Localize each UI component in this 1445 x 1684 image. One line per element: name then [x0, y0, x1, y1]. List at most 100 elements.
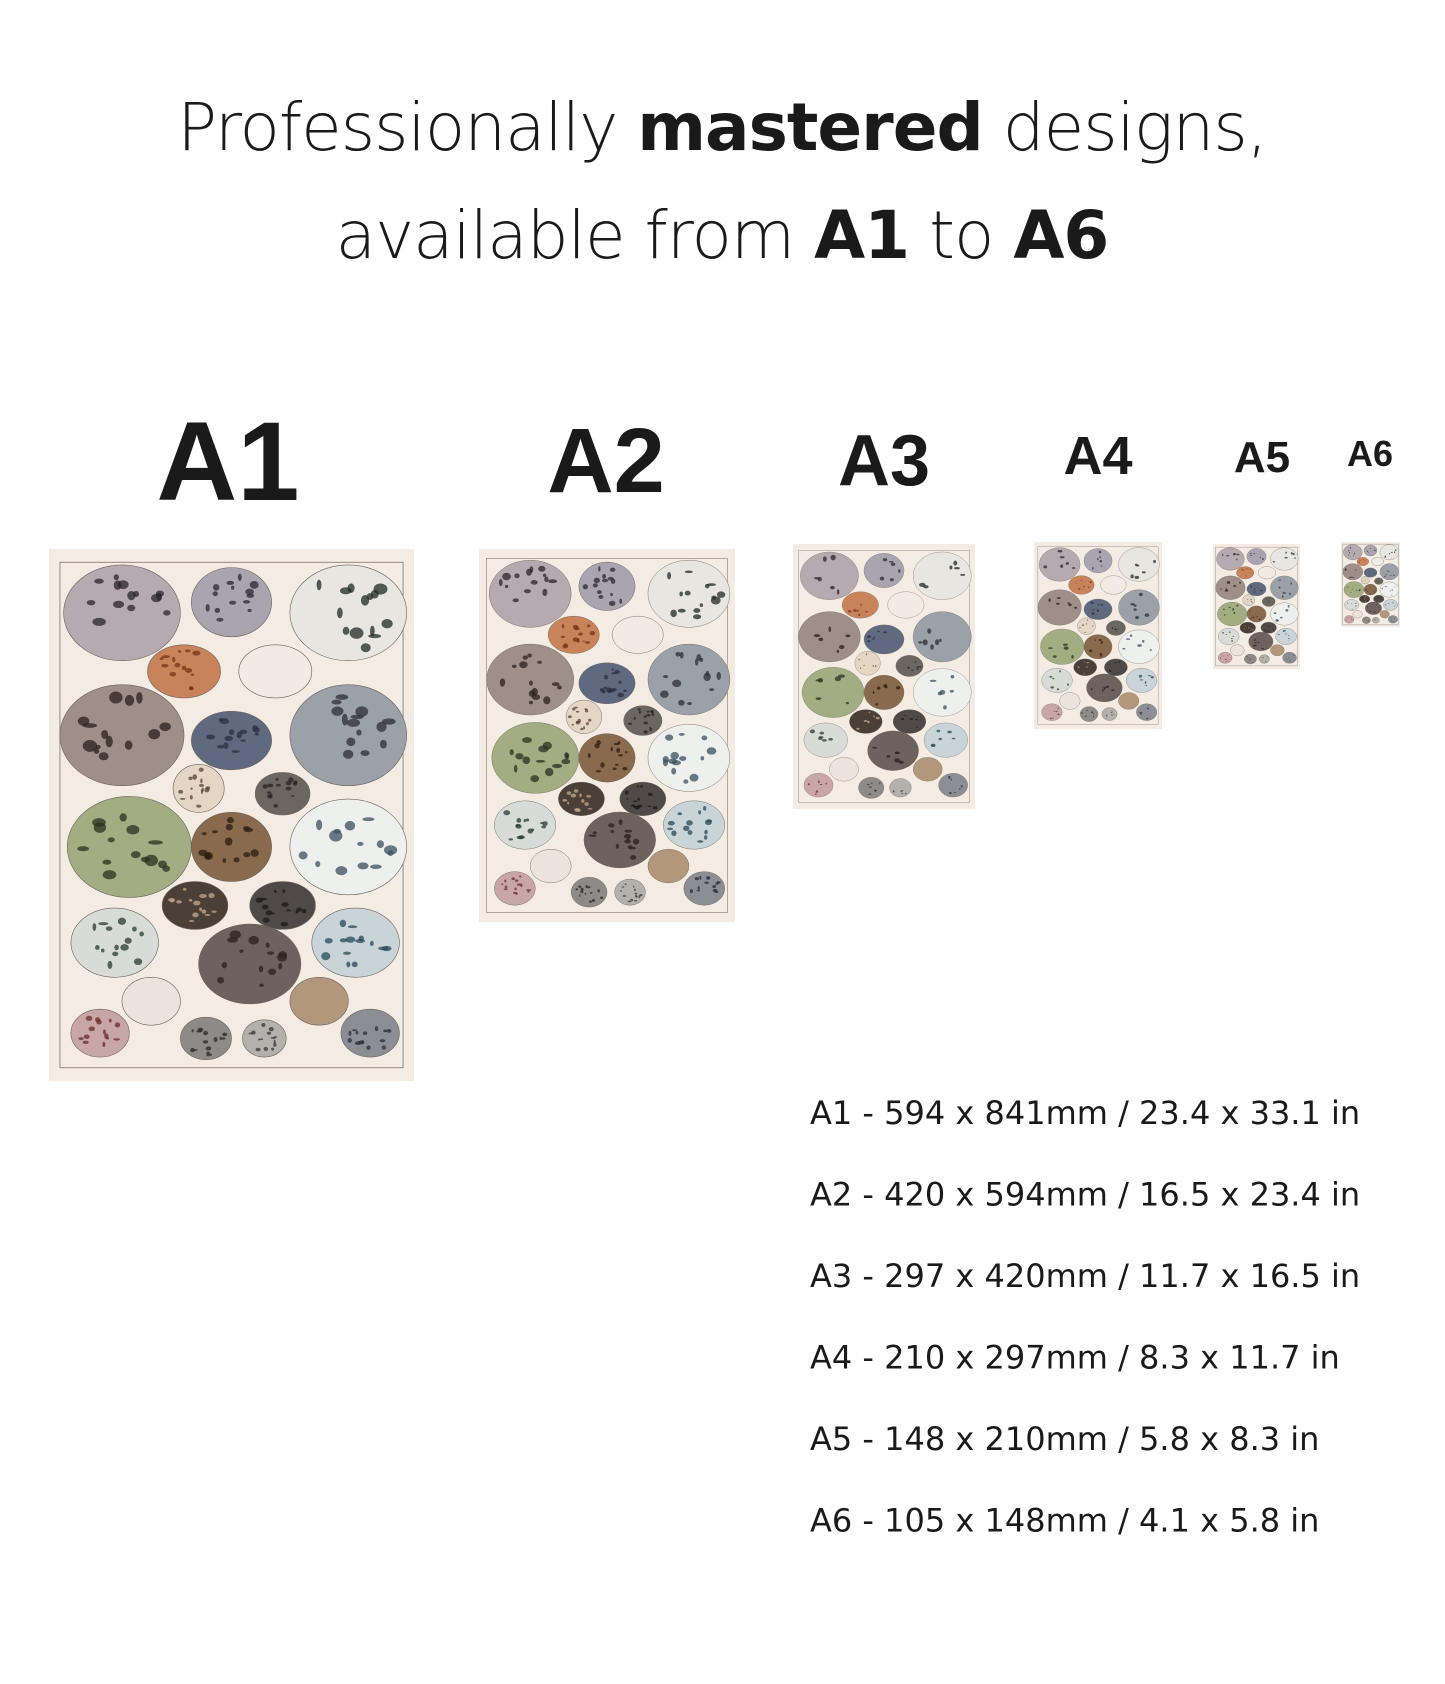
- egg-spot: [1364, 597, 1365, 598]
- egg-spot: [1142, 571, 1146, 573]
- egg-spot: [1106, 715, 1107, 716]
- egg-spot: [1231, 638, 1233, 639]
- egg-spot: [1057, 688, 1059, 690]
- egg-spot: [872, 638, 875, 639]
- egg-spot: [608, 823, 614, 827]
- egg-spot: [918, 666, 921, 667]
- egg-spot: [86, 1016, 93, 1021]
- egg: [1216, 548, 1244, 571]
- egg-spot: [201, 789, 203, 794]
- egg-spot: [93, 923, 97, 931]
- egg-spot: [244, 828, 253, 832]
- egg-spot: [670, 752, 679, 760]
- egg-spot: [1369, 570, 1370, 571]
- egg-spot: [1111, 690, 1114, 692]
- egg-spot: [613, 767, 617, 770]
- egg-spot: [1147, 708, 1149, 710]
- egg-spot: [917, 669, 919, 670]
- egg-spot: [1384, 557, 1386, 558]
- egg-spot: [1267, 631, 1268, 632]
- egg-spot: [877, 631, 880, 632]
- egg-spot: [1250, 586, 1251, 587]
- egg-spot: [1364, 560, 1365, 561]
- egg-spot: [634, 900, 637, 901]
- egg-spot: [1227, 655, 1228, 656]
- egg: [191, 711, 271, 770]
- egg-spot: [1351, 592, 1352, 593]
- egg-spot: [99, 752, 109, 760]
- egg-spot: [189, 899, 193, 902]
- egg-spot: [103, 870, 117, 879]
- egg-spot: [1097, 610, 1099, 612]
- egg-spot: [359, 936, 364, 942]
- egg-spot: [830, 555, 835, 561]
- egg-spot: [340, 920, 346, 927]
- egg-spot: [1048, 598, 1050, 602]
- egg-spot: [830, 586, 835, 590]
- egg-spot: [644, 722, 649, 725]
- egg-spot: [866, 653, 867, 655]
- egg-spot: [1115, 631, 1117, 632]
- egg-spot: [1244, 626, 1246, 627]
- egg-spot: [529, 701, 533, 704]
- egg-spot: [939, 639, 942, 642]
- egg-spot: [858, 614, 860, 616]
- egg-spot: [668, 758, 677, 763]
- egg: [1080, 707, 1098, 722]
- egg-spot: [949, 565, 952, 569]
- egg: [1343, 564, 1363, 580]
- egg-spot: [648, 805, 652, 807]
- egg-spot: [317, 580, 322, 591]
- egg-spot: [588, 834, 596, 836]
- egg-spot: [1288, 605, 1290, 608]
- egg-spot: [1377, 581, 1378, 582]
- egg-spot: [543, 742, 552, 750]
- egg-spot: [588, 808, 593, 809]
- egg-spot: [1246, 568, 1247, 569]
- egg-spot: [172, 657, 175, 662]
- egg-spot: [1254, 591, 1256, 592]
- egg-spot: [1392, 602, 1394, 603]
- egg: [829, 757, 858, 781]
- egg-spot: [1353, 577, 1354, 578]
- egg: [1039, 548, 1080, 582]
- egg-spot: [815, 793, 817, 794]
- egg-spot: [229, 729, 234, 735]
- egg-spot: [509, 838, 514, 840]
- egg-spot: [626, 798, 628, 800]
- egg-spot: [78, 1037, 83, 1040]
- egg-spot: [1082, 624, 1084, 626]
- egg-spot: [102, 1042, 105, 1047]
- egg-spot: [1091, 688, 1093, 690]
- egg-spot: [94, 579, 103, 584]
- egg: [893, 710, 926, 734]
- egg-spot: [1146, 718, 1148, 719]
- egg-spot: [1249, 569, 1250, 570]
- egg-spot: [1388, 603, 1390, 604]
- egg: [896, 655, 923, 676]
- egg-spot: [217, 977, 224, 984]
- egg: [1372, 617, 1379, 623]
- egg-spot: [267, 794, 272, 798]
- egg-spot: [1378, 580, 1379, 581]
- egg: [290, 565, 407, 661]
- egg-spot: [1254, 639, 1256, 640]
- egg-spot: [717, 672, 721, 680]
- egg-spot: [271, 1048, 274, 1051]
- egg-spot: [590, 892, 593, 894]
- egg: [290, 977, 348, 1025]
- egg-spot: [515, 753, 523, 759]
- egg-spot: [1223, 609, 1225, 610]
- egg-spot: [815, 679, 821, 681]
- egg-spot: [127, 605, 135, 611]
- egg-spot: [503, 810, 510, 815]
- egg-spot: [145, 855, 158, 866]
- egg-spot: [1348, 550, 1349, 551]
- egg-spot: [628, 723, 632, 725]
- egg-spot: [215, 608, 221, 613]
- egg-spot: [697, 890, 700, 892]
- egg: [1118, 548, 1159, 582]
- egg-spot: [1093, 609, 1095, 610]
- egg-spot: [583, 726, 585, 729]
